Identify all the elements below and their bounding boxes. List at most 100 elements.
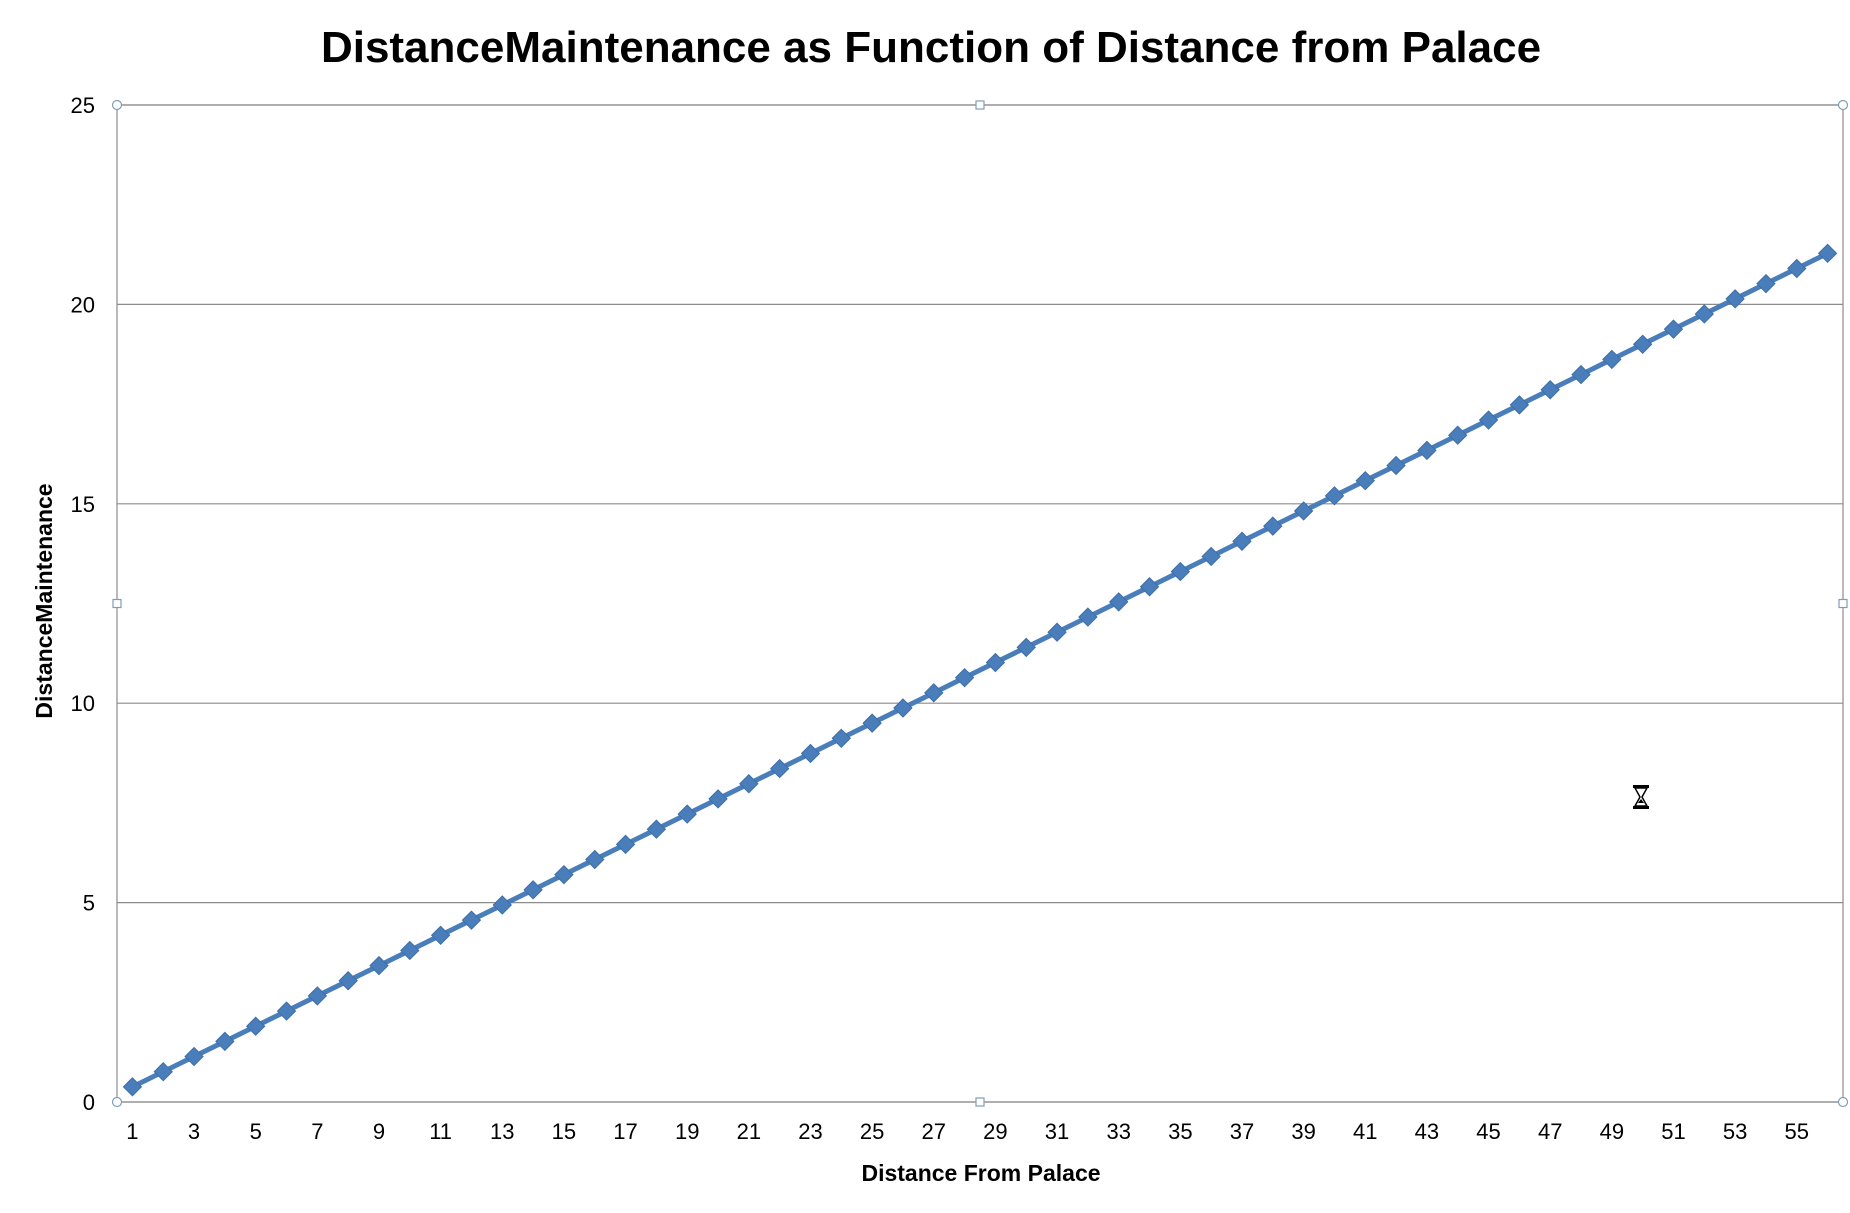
x-tick-label: 3 <box>188 1119 200 1144</box>
x-tick-label: 45 <box>1476 1119 1500 1144</box>
corner-resize-handle[interactable] <box>1837 1096 1849 1108</box>
x-tick-label: 27 <box>922 1119 946 1144</box>
data-point-marker <box>1694 304 1715 324</box>
data-point-marker <box>1263 516 1283 536</box>
data-point-marker <box>400 940 420 961</box>
data-point-marker <box>1201 546 1221 567</box>
x-tick-label: 19 <box>675 1119 699 1144</box>
x-tick-label: 9 <box>373 1119 385 1144</box>
data-point-marker <box>338 971 358 991</box>
edge-resize-handle[interactable] <box>975 100 985 110</box>
x-tick-label: 5 <box>250 1119 262 1144</box>
x-tick-label: 21 <box>737 1119 761 1144</box>
corner-resize-handle[interactable] <box>1837 99 1849 111</box>
x-tick-label: 37 <box>1230 1119 1254 1144</box>
data-point-marker <box>523 880 543 900</box>
gridlines <box>117 104 1843 1103</box>
x-tick-label: 7 <box>311 1119 323 1144</box>
chart-title: DistanceMaintenance as Function of Dista… <box>321 23 1541 72</box>
data-point-marker <box>1108 592 1129 612</box>
data-point-marker <box>708 789 728 809</box>
data-point-marker <box>831 728 852 749</box>
data-point-marker <box>677 804 697 824</box>
x-tick-label: 25 <box>860 1119 884 1144</box>
x-tick-label: 41 <box>1353 1119 1377 1144</box>
data-point-marker <box>1509 395 1530 415</box>
x-tick-label: 23 <box>798 1119 822 1144</box>
data-point-marker <box>1139 577 1160 597</box>
edge-resize-handle[interactable] <box>112 598 122 609</box>
data-point-marker <box>1663 319 1684 339</box>
x-axis-title: Distance From Palace <box>861 1160 1100 1186</box>
data-point-marker <box>769 758 790 779</box>
data-point-marker <box>1787 258 1807 279</box>
data-point-marker <box>492 895 512 915</box>
data-point-marker <box>1602 349 1622 370</box>
x-tick-label: 35 <box>1168 1119 1192 1144</box>
data-point-marker <box>276 1001 297 1021</box>
x-tick-label: 11 <box>429 1119 452 1144</box>
data-point-marker <box>122 1077 143 1097</box>
x-tick-label: 31 <box>1045 1119 1069 1144</box>
data-point-marker <box>1725 289 1745 309</box>
edge-resize-handle[interactable] <box>1838 598 1848 609</box>
data-point-marker <box>1047 622 1067 642</box>
y-tick-label: 5 <box>83 891 95 916</box>
data-point-marker <box>1478 410 1499 430</box>
data-point-marker <box>1324 486 1345 506</box>
data-point-marker <box>1756 273 1776 294</box>
data-point-marker <box>215 1031 235 1052</box>
y-tick-label: 10 <box>71 691 95 716</box>
y-axis-title: DistanceMaintenance <box>31 483 57 718</box>
data-point-marker <box>1170 561 1191 582</box>
x-tick-label: 1 <box>126 1119 138 1144</box>
plot-area-border <box>116 104 1844 1103</box>
x-tick-label: 43 <box>1415 1119 1439 1144</box>
y-tick-label: 0 <box>83 1090 95 1115</box>
data-point-marker <box>184 1046 204 1067</box>
x-tick-label: 13 <box>490 1119 514 1144</box>
data-point-marker <box>924 683 944 703</box>
data-point-marker <box>1232 531 1252 551</box>
data-point-marker <box>1632 334 1653 354</box>
data-point-marker <box>1355 470 1375 491</box>
x-axis-tick-labels: 1 3 5 7 9 11 13 15 17 19 21 23 25 27 29 31 33 35 37 39 41 43 4… <box>126 1119 1809 1144</box>
data-point-marker <box>369 955 389 976</box>
x-tick-label: 15 <box>552 1119 576 1144</box>
data-point-marker <box>862 713 882 733</box>
chart-selection-handles[interactable] <box>111 99 1849 1108</box>
data-point-marker <box>1078 607 1098 627</box>
x-tick-label: 17 <box>613 1119 637 1144</box>
corner-resize-handle[interactable] <box>111 99 123 111</box>
corner-resize-handle[interactable] <box>111 1096 123 1108</box>
data-point-marker <box>430 925 451 946</box>
data-point-marker <box>1571 364 1591 385</box>
edge-resize-handle[interactable] <box>975 1097 985 1107</box>
data-point-marker <box>646 819 667 839</box>
x-tick-label: 33 <box>1106 1119 1130 1144</box>
y-tick-label: 25 <box>71 93 95 118</box>
x-tick-label: 53 <box>1723 1119 1747 1144</box>
data-point-marker <box>1293 501 1314 521</box>
data-point-marker <box>307 986 328 1006</box>
data-point-marker <box>893 698 913 718</box>
data-point-marker <box>615 834 636 855</box>
data-point-marker <box>1448 425 1468 445</box>
hourglass-icon <box>1633 785 1649 809</box>
data-point-marker <box>1817 243 1838 264</box>
series-line <box>131 251 1829 1090</box>
data-point-marker <box>739 774 759 794</box>
x-tick-label: 49 <box>1600 1119 1624 1144</box>
x-tick-label: 51 <box>1661 1119 1685 1144</box>
y-axis-tick-labels: 0 5 10 15 20 25 <box>71 93 95 1115</box>
data-point-marker <box>585 849 605 870</box>
x-tick-label: 39 <box>1291 1119 1315 1144</box>
data-point-marker <box>554 864 574 885</box>
data-point-marker <box>800 743 821 764</box>
y-tick-label: 20 <box>71 292 95 317</box>
data-point-marker <box>985 652 1006 673</box>
data-point-marker <box>245 1016 266 1036</box>
series-distance-maintenance <box>122 243 1838 1097</box>
x-tick-label: 29 <box>983 1119 1007 1144</box>
